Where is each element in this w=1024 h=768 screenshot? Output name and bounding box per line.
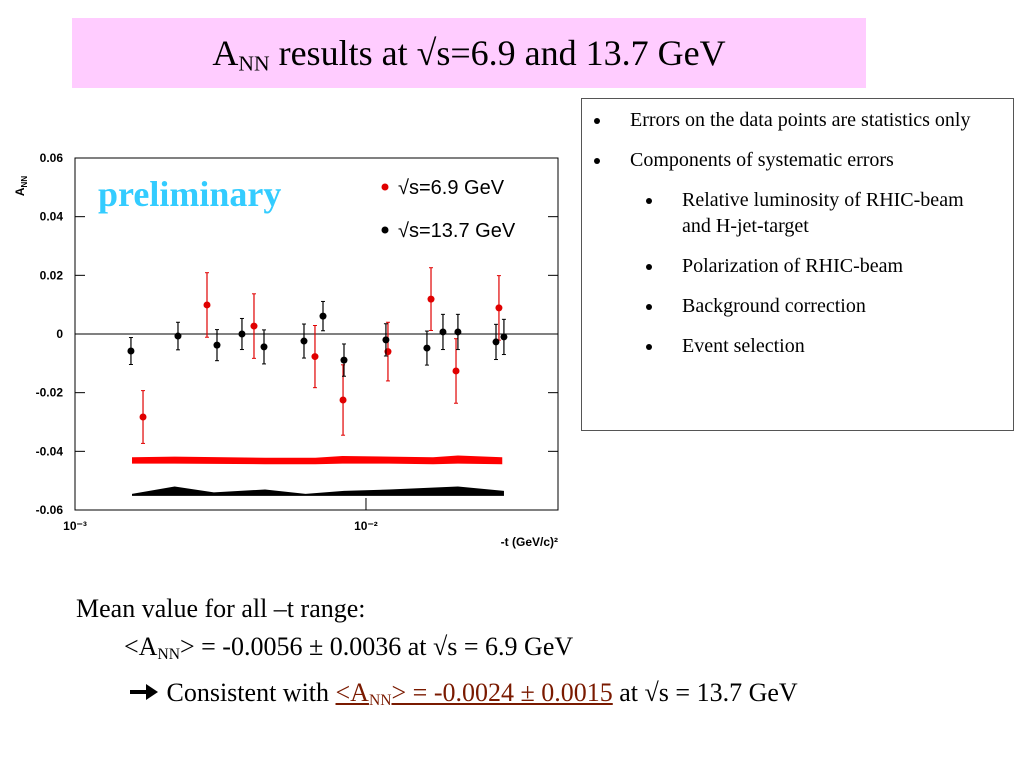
bullet: Polarization of RHIC-beam [582,253,1013,279]
bullet: Background correction [582,293,1013,319]
chart: 0.06 0.04 0.02 0 -0.02 -0.04 -0.06 10⁻³ 10⁻² ANN -… [13,151,559,549]
x-tick-label: 10⁻³ [63,519,87,533]
text: NN [157,645,180,663]
data-point [500,333,508,341]
title-main: A [212,33,239,73]
bullet: Errors on the data points are statistics… [582,107,1013,133]
data-point [492,338,500,346]
y-tick-label: 0 [56,327,63,341]
text: Consistent with [160,677,336,707]
y-label-sub: NN [20,176,29,188]
y-label-main: A [13,187,27,196]
summary-line1: <ANN> = -0.0056 ± 0.0036 at √s = 6.9 GeV [76,628,798,674]
data-point [454,328,462,336]
data-point [238,330,246,338]
bullet: Relative luminosity of RHIC-beam and H-j… [582,187,1013,239]
data-point [382,336,390,344]
title-sub: NN [238,51,270,76]
y-tick-label: -0.02 [36,386,64,400]
slide-title: ANN results at √s=6.9 and 13.7 GeV [72,18,866,88]
legend-label: √s=6.9 GeV [398,177,505,199]
data-point [319,312,327,320]
x-axis-label: -t (GeV/c)² [501,535,558,549]
bullet: Components of systematic errors [582,147,1013,173]
data-point [213,341,221,349]
bullet-list: Errors on the data points are statistics… [582,107,1013,359]
data-point [300,337,308,345]
legend-marker [381,183,389,191]
y-tick-label: -0.04 [36,444,64,458]
data-point [423,344,431,352]
text: <A [124,632,158,661]
highlight: <ANN> = -0.0024 ± 0.0015 [335,677,613,709]
data-point [250,322,258,330]
bullet-box: Errors on the data points are statistics… [581,98,1014,431]
data-point [452,367,460,375]
systematic-band [132,455,503,465]
text: > = -0.0024 ± 0.0015 [391,677,613,707]
data-point [340,356,348,364]
data-point [139,413,147,421]
data-point [311,353,319,361]
summary: Mean value for all –t range: <ANN> = -0.… [76,590,798,720]
y-tick-label: -0.06 [36,503,64,517]
data-point [127,347,135,355]
legend-marker [381,226,389,234]
y-tick-label: 0.06 [40,151,64,165]
annotation: preliminary [98,174,281,214]
text: NN [368,691,392,709]
data-point [174,332,182,340]
x-tick-label: 10⁻² [354,519,378,533]
systematic-band [132,486,504,496]
data-point [427,295,435,303]
y-tick-label: 0.04 [40,210,64,224]
data-point [495,304,503,312]
data-point [260,343,268,351]
legend-label: √s=13.7 GeV [398,220,516,242]
bullet: Event selection [582,333,1013,359]
text: <A [335,677,369,707]
data-point [439,328,447,336]
title-rest: results at √s=6.9 and 13.7 GeV [269,33,726,73]
summary-heading: Mean value for all –t range: [76,594,366,623]
arrow-icon [130,683,158,700]
y-tick-label: 0.02 [40,268,64,282]
summary-line2: Consistent with <ANN> = -0.0024 ± 0.0015… [76,674,798,720]
data-point [203,301,211,309]
data-point [339,396,347,404]
text: > = -0.0056 ± 0.0036 at √s = 6.9 GeV [179,632,574,661]
y-axis-label: ANN [13,176,29,196]
text: at √s = 13.7 GeV [612,677,798,707]
